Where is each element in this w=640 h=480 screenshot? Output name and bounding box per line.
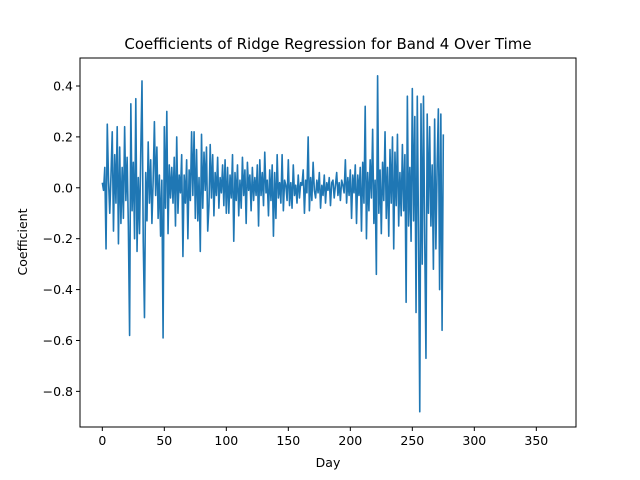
x-tick-label: 350 xyxy=(524,433,548,448)
plot-area-frame xyxy=(79,57,577,428)
y-tick-label: −0.2 xyxy=(43,231,73,246)
x-tick-label: 300 xyxy=(462,433,486,448)
y-tick-label: 0.0 xyxy=(53,180,73,195)
series-line xyxy=(101,75,445,413)
series-layer xyxy=(101,75,445,413)
x-tick-label: 0 xyxy=(98,433,106,448)
x-axis-label: Day xyxy=(316,455,341,470)
y-tick-label: 0.2 xyxy=(53,129,73,144)
x-tick-label: 100 xyxy=(214,433,238,448)
x-tick-label: 200 xyxy=(338,433,362,448)
x-axis-ticks: 0 50 100 150 200 250 300 350 xyxy=(98,427,548,448)
x-tick-label: 150 xyxy=(276,433,300,448)
y-axis-ticks: −0.8 −0.6 −0.4 −0.2 0.0 0.2 0.4 xyxy=(43,78,80,399)
y-tick-label: −0.8 xyxy=(43,384,73,399)
y-tick-label: −0.6 xyxy=(43,333,73,348)
y-axis-label: Coefficient xyxy=(15,208,30,275)
y-tick-label: 0.4 xyxy=(53,78,73,93)
y-tick-label: −0.4 xyxy=(43,282,73,297)
x-tick-label: 50 xyxy=(156,433,172,448)
x-tick-label: 250 xyxy=(400,433,424,448)
chart-title: Coefficients of Ridge Regression for Ban… xyxy=(124,35,531,53)
